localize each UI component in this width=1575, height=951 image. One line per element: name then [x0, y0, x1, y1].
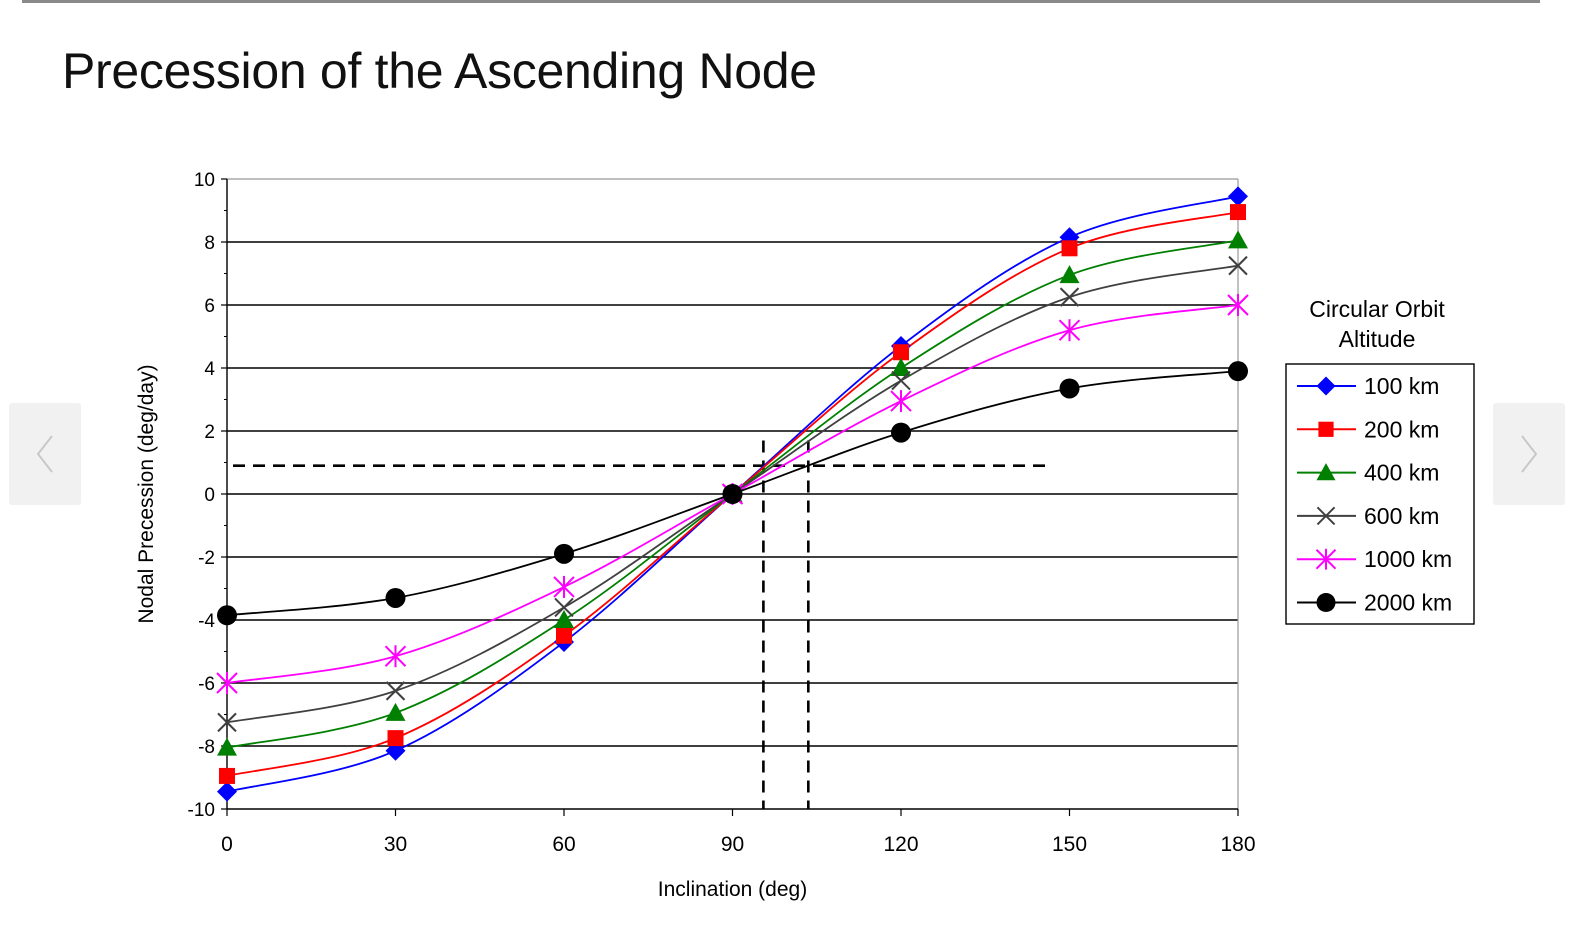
data-point-200-km	[387, 730, 404, 747]
y-axis-label: Nodal Precession (deg/day)	[135, 364, 158, 623]
data-point-2000-km	[554, 543, 574, 564]
chevron-left-icon	[36, 435, 53, 473]
data-point-400-km	[1228, 230, 1248, 249]
previous-slide-button[interactable]	[9, 403, 81, 505]
y-tick-label: -8	[198, 737, 215, 758]
x-tick-label: 120	[883, 833, 918, 856]
y-tick-label: 2	[204, 422, 215, 443]
legend-label: 400 km	[1364, 460, 1439, 486]
data-point-400-km	[1059, 265, 1080, 284]
data-point-100-km	[1228, 186, 1248, 207]
legend-label: 100 km	[1364, 373, 1439, 399]
data-point-200-km	[556, 627, 572, 644]
data-point-1000-km	[216, 672, 238, 694]
legend-item: 600 km	[1297, 503, 1439, 529]
data-point-2000-km	[722, 484, 743, 504]
y-tick-label: -4	[198, 611, 215, 632]
x-tick-label: 90	[721, 833, 744, 856]
y-tick-label: 10	[194, 170, 215, 191]
legend-marker	[1316, 376, 1336, 396]
data-point-2000-km	[891, 422, 911, 443]
data-point-600-km	[385, 681, 406, 701]
x-tick-label: 60	[552, 833, 575, 856]
legend-marker	[1315, 548, 1337, 570]
legend-item: 400 km	[1297, 460, 1439, 486]
y-tick-label: 6	[204, 296, 215, 317]
y-tick-label: -2	[198, 548, 215, 569]
chevron-right-icon	[1521, 435, 1538, 473]
data-point-1000-km	[890, 390, 912, 413]
x-axis-label: Inclination (deg)	[658, 878, 807, 901]
legend-marker	[1316, 593, 1336, 612]
y-tick-label: -10	[188, 800, 215, 821]
page-title: Precession of the Ascending Node	[62, 43, 817, 99]
data-point-2000-km	[385, 587, 406, 608]
legend-marker	[1316, 463, 1336, 481]
top-rule	[22, 0, 1540, 3]
legend-item: 2000 km	[1297, 590, 1452, 616]
data-point-1000-km	[384, 645, 407, 668]
data-point-200-km	[1061, 240, 1078, 257]
legend-item: 100 km	[1297, 373, 1439, 399]
data-point-400-km	[554, 610, 574, 628]
data-point-400-km	[385, 702, 406, 721]
legend-marker	[1316, 506, 1336, 526]
data-point-600-km	[217, 712, 237, 733]
y-tick-label: 0	[204, 485, 215, 506]
data-point-200-km	[219, 767, 235, 784]
legend-item: 1000 km	[1297, 546, 1452, 572]
data-point-1000-km	[1058, 319, 1081, 342]
legend-title: Altitude	[1339, 326, 1416, 352]
legend-marker	[1318, 421, 1334, 437]
legend-label: 2000 km	[1364, 590, 1452, 616]
data-point-600-km	[554, 597, 574, 618]
y-tick-label: 8	[204, 233, 215, 254]
data-point-600-km	[891, 370, 911, 391]
data-point-100-km	[217, 781, 237, 802]
legend-title: Circular Orbit	[1309, 296, 1445, 322]
legend-label: 1000 km	[1364, 546, 1452, 572]
data-point-600-km	[1228, 255, 1248, 276]
data-point-400-km	[217, 737, 237, 756]
data-point-2000-km	[1059, 378, 1080, 399]
legend-label: 200 km	[1364, 416, 1439, 442]
data-point-200-km	[1230, 204, 1246, 221]
x-tick-label: 30	[384, 833, 407, 856]
data-point-1000-km	[553, 575, 575, 598]
y-tick-label: 4	[204, 359, 215, 380]
data-point-400-km	[891, 358, 911, 376]
x-tick-label: 0	[221, 833, 233, 856]
data-point-600-km	[1059, 287, 1080, 307]
legend-item: 200 km	[1297, 416, 1439, 442]
x-tick-label: 180	[1220, 833, 1255, 856]
y-tick-label: -6	[198, 674, 215, 695]
x-tick-label: 150	[1052, 833, 1087, 856]
data-point-1000-km	[1227, 294, 1249, 316]
data-point-2000-km	[1228, 361, 1248, 382]
data-point-200-km	[893, 344, 909, 361]
legend-box	[1285, 363, 1475, 625]
next-slide-button[interactable]	[1493, 403, 1565, 505]
legend-label: 600 km	[1364, 503, 1439, 529]
data-point-2000-km	[217, 605, 237, 626]
